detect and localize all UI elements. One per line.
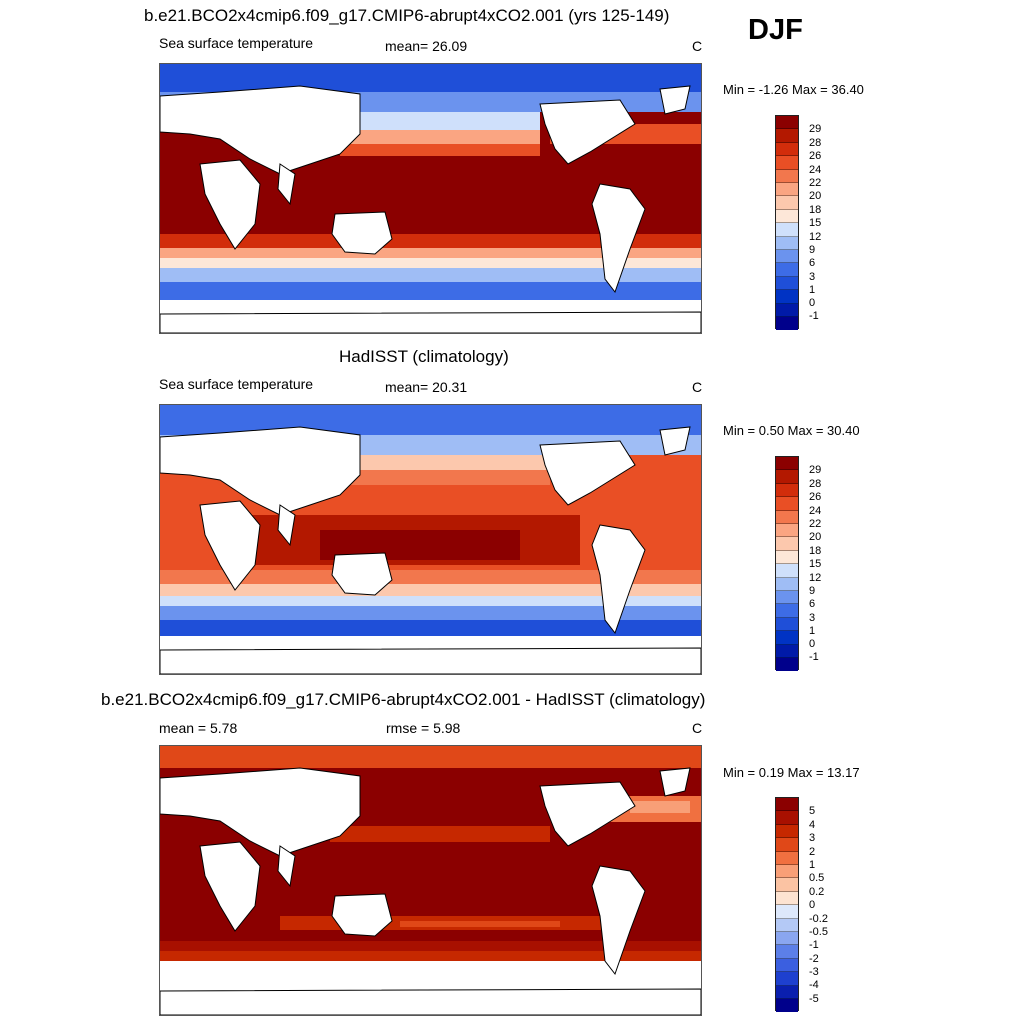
panel-1-colorbar-tick: 3 — [809, 271, 816, 283]
panel-1-mean: mean= 26.09 — [385, 38, 468, 54]
panel-1-colorbar-tick: 0 — [809, 297, 816, 309]
panel-3-colorbar-tick: -1 — [809, 939, 819, 951]
panel-2-colorbar-tick: 6 — [809, 598, 816, 610]
panel-3-title: b.e21.BCO2x4cmip6.f09_g17.CMIP6-abrupt4x… — [101, 690, 706, 709]
panel-2-colorbar-tick: 1 — [809, 625, 816, 637]
season-label: DJF — [748, 14, 803, 46]
panel-1-colorbar-tick: 9 — [809, 244, 816, 256]
panel-3-colorbar-tick: 5 — [809, 805, 816, 817]
panel-1-colorbar-tick: 20 — [809, 190, 822, 202]
panel-2-units: C — [692, 379, 703, 395]
panel-3-mean: mean = 5.78 — [159, 720, 238, 736]
panel-2-colorbar-tick: 22 — [809, 518, 822, 530]
panel-1-colorbar-tick: -1 — [809, 310, 819, 322]
panel-2-colorbar-tick: 3 — [809, 612, 816, 624]
panel-2-colorbar — [775, 456, 799, 671]
panel-2-colorbar-tick: -1 — [809, 651, 819, 663]
panel-3-colorbar-tick: -4 — [809, 979, 819, 991]
panel-2-minmax: Min = 0.50 Max = 30.40 — [723, 423, 860, 438]
panel-2-colorbar-tick: 9 — [809, 585, 816, 597]
panel-2-variable: Sea surface temperature — [159, 376, 314, 392]
panel-2-colorbar-tick: 29 — [809, 464, 822, 476]
panel-1-colorbar-tick: 6 — [809, 257, 816, 269]
panel-3-colorbar-tick: -5 — [809, 993, 819, 1005]
panel-3-difference-field — [160, 746, 701, 1015]
panel-3-colorbar-tick: 4 — [809, 819, 816, 831]
panel-1-title: b.e21.BCO2x4cmip6.f09_g17.CMIP6-abrupt4x… — [144, 6, 670, 25]
panel-2-colorbar-tick: 24 — [809, 505, 822, 517]
panel-3-colorbar-tick: 2 — [809, 846, 816, 858]
panel-3-colorbar-tick: -2 — [809, 953, 819, 965]
panel-2-colorbar-tick: 15 — [809, 558, 822, 570]
panel-1-variable: Sea surface temperature — [159, 35, 314, 51]
panel-1-colorbar-tick: 18 — [809, 204, 822, 216]
panel-3-colorbar-tick: 0.2 — [809, 886, 825, 898]
panel-2-colorbar-tick: 12 — [809, 572, 822, 584]
panel-2-colorbar-tick: 18 — [809, 545, 822, 557]
panel-1-map — [159, 63, 702, 334]
panel-3-map — [159, 745, 702, 1016]
panel-2-map — [159, 404, 702, 675]
panel-3-colorbar-tick: -0.5 — [809, 926, 828, 938]
panel-3-colorbar-tick: 0 — [809, 899, 816, 911]
panel-1-sst-field — [160, 64, 701, 333]
panel-3-units: C — [692, 720, 703, 736]
panel-3-colorbar — [775, 797, 799, 1012]
panel-2-mean: mean= 20.31 — [385, 379, 468, 395]
panel-3-colorbar-tick: 0.5 — [809, 872, 825, 884]
panel-3-rmse: rmse = 5.98 — [386, 720, 461, 736]
panel-2-colorbar-tick: 20 — [809, 531, 822, 543]
panel-3-colorbar-tick: 1 — [809, 859, 816, 871]
panel-3-minmax: Min = 0.19 Max = 13.17 — [723, 765, 860, 780]
panel-1-colorbar-tick: 1 — [809, 284, 816, 296]
panel-2-colorbar-tick: 26 — [809, 491, 822, 503]
panel-1-colorbar-tick: 12 — [809, 231, 822, 243]
panel-1-minmax: Min = -1.26 Max = 36.40 — [723, 82, 864, 97]
panel-2-title: HadISST (climatology) — [339, 347, 509, 366]
panel-1-colorbar-tick: 24 — [809, 164, 822, 176]
panel-2-sst-field — [160, 405, 701, 674]
panel-1-colorbar-tick: 15 — [809, 217, 822, 229]
panel-1-colorbar-tick: 26 — [809, 150, 822, 162]
panel-1-colorbar — [775, 115, 799, 330]
panel-1-colorbar-tick: 28 — [809, 137, 822, 149]
panel-3-colorbar-tick: -3 — [809, 966, 819, 978]
panel-3-colorbar-tick: -0.2 — [809, 913, 828, 925]
panel-1-colorbar-tick: 29 — [809, 123, 822, 135]
panel-3-colorbar-tick: 3 — [809, 832, 816, 844]
panel-2-colorbar-tick: 28 — [809, 478, 822, 490]
panel-1-units: C — [692, 38, 703, 54]
panel-1-colorbar-tick: 22 — [809, 177, 822, 189]
panel-2-colorbar-tick: 0 — [809, 638, 816, 650]
